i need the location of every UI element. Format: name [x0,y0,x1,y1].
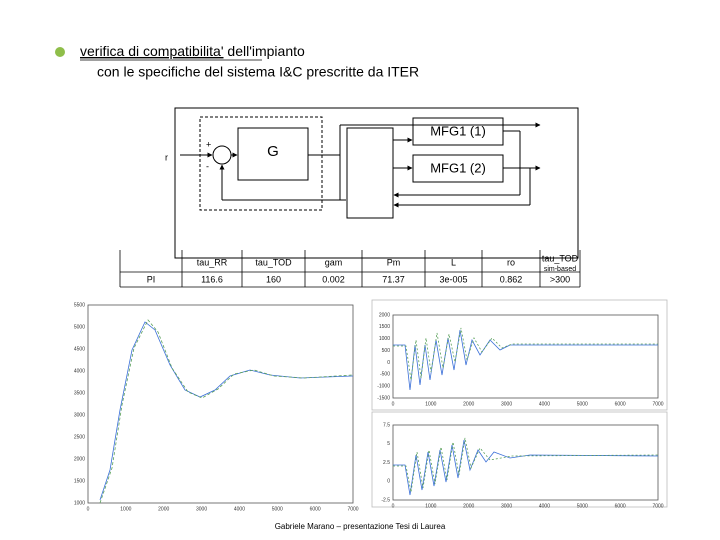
y-tick-label: 2.5 [383,460,390,466]
x-tick-label: 7000 [347,506,358,512]
x-tick-label: 7000 [652,503,663,509]
x-tick-label: 5000 [577,503,588,509]
y-tick-label: 2000 [379,312,390,318]
y-tick-label: 5 [387,441,390,447]
x-tick-label: 4000 [234,506,245,512]
table-header: L [451,257,456,267]
y-tick-label: 3000 [74,412,85,418]
y-tick-label: -2.5 [381,497,390,503]
y-tick-label: 500 [382,348,391,354]
x-tick-label: 1000 [120,506,131,512]
x-tick-label: 5000 [272,506,283,512]
y-tick-label: 1000 [74,500,85,506]
table-header-note: sim-based [544,266,576,273]
x-tick-label: 6000 [615,503,626,509]
table-cell: 0.002 [322,274,345,284]
x-tick-label: 1000 [425,401,436,407]
y-tick-label: 7.5 [383,422,390,428]
x-tick-label: 6000 [310,506,321,512]
diagram-label: MFG1 (1) [430,123,486,138]
x-tick-label: 2000 [158,506,169,512]
x-tick-label: 5000 [577,401,588,407]
diagram-label: MFG1 (2) [430,160,486,175]
x-tick-label: 3000 [501,401,512,407]
y-tick-label: 3500 [74,390,85,396]
y-tick-label: 1000 [379,336,390,342]
x-tick-label: 0 [392,401,395,407]
y-tick-label: 2500 [74,434,85,440]
table-header: tau_TOD [542,253,579,263]
y-tick-label: -1000 [377,383,390,389]
table-cell: PI [147,274,156,284]
table-header: gam [325,257,343,267]
x-tick-label: 4000 [539,503,550,509]
diagram-label: r [165,152,168,162]
x-tick-label: 3000 [501,503,512,509]
x-tick-label: 4000 [539,401,550,407]
table-header: ro [507,257,515,267]
table-cell: >300 [550,274,570,284]
block-diagram [174,107,579,259]
y-tick-label: 5500 [74,302,85,308]
table-cell: 0.862 [500,274,523,284]
plot-frames [87,299,668,508]
x-tick-label: 3000 [196,506,207,512]
y-tick-label: 2000 [74,456,85,462]
y-tick-label: 1500 [379,324,390,330]
table-cell: 160 [266,274,281,284]
y-tick-label: -1500 [377,395,390,401]
x-tick-label: 1000 [425,503,436,509]
x-tick-label: 0 [87,506,90,512]
y-tick-label: 5000 [74,324,85,330]
x-tick-label: 2000 [463,503,474,509]
bullet-dot [55,47,65,57]
table-cell: 3e-005 [439,274,467,284]
diagram-label: G [267,143,279,160]
footer: Gabriele Marano – presentazione Tesi di … [275,522,446,531]
x-tick-label: 6000 [615,401,626,407]
bullet-line: verifica di compatibilita' dell'impianto [80,43,305,59]
diagram-label: - [206,161,209,171]
bullet-line: con le specifiche del sistema I&C prescr… [97,64,419,80]
table-header: tau_TOD [255,257,292,267]
diagram-label: + [206,139,211,149]
y-tick-label: 4000 [74,368,85,374]
y-tick-label: 4500 [74,346,85,352]
table-cell: 71.37 [382,274,405,284]
x-tick-label: 2000 [463,401,474,407]
y-tick-label: -500 [380,372,390,378]
y-tick-label: 0 [387,360,390,366]
y-tick-label: 0 [387,479,390,485]
y-tick-label: 1500 [74,478,85,484]
x-tick-label: 0 [392,503,395,509]
table-cell: 116.6 [201,274,223,284]
x-tick-label: 7000 [652,401,663,407]
table [119,250,581,288]
table-header: tau_RR [197,257,228,267]
table-header: Pm [387,257,401,267]
